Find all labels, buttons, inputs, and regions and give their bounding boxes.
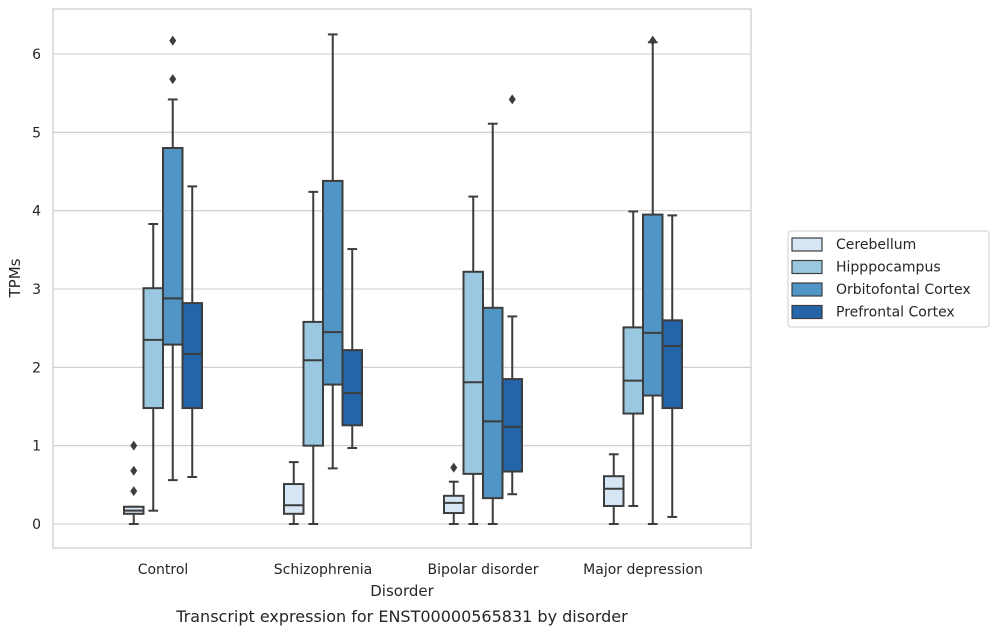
chart-caption: Transcript expression for ENST0000056583… <box>175 607 628 626</box>
y-axis-label: TPMs <box>6 258 24 298</box>
box <box>322 179 344 386</box>
legend: Cerebellum Hipppocampus Orbitofontal Corte… <box>787 230 990 328</box>
box <box>142 287 164 410</box>
series-group <box>162 33 664 525</box>
x-tick-label: Major depression <box>583 562 703 578</box>
box <box>622 326 644 415</box>
y-tick-label: 3 <box>32 282 41 298</box>
box <box>181 302 203 410</box>
box <box>501 378 523 473</box>
outlier-point <box>130 486 138 497</box>
series-group <box>123 440 625 525</box>
box <box>283 483 305 515</box>
series-group <box>142 190 644 525</box>
y-tick-label: 0 <box>32 517 41 533</box>
legend-frame <box>787 230 990 328</box>
legend-swatch <box>791 304 823 320</box>
y-tick-label: 1 <box>32 439 41 455</box>
box <box>482 306 504 500</box>
box <box>162 147 184 346</box>
box <box>302 320 324 447</box>
outlier-point <box>169 74 177 85</box>
box <box>603 475 625 507</box>
box <box>642 213 664 397</box>
x-tick-label: Bipolar disorder <box>427 562 538 578</box>
series-group <box>181 94 683 518</box>
x-tick-label: Schizophrenia <box>274 562 372 578</box>
legend-swatch <box>791 259 823 275</box>
y-tick-label: 5 <box>32 125 41 141</box>
outlier-point <box>169 35 177 46</box>
y-tick-label: 4 <box>32 204 41 220</box>
outlier-point <box>508 94 516 105</box>
outlier-point <box>130 440 138 451</box>
legend-label: Prefrontal Cortex <box>836 305 955 321</box>
outlier-point <box>130 465 138 476</box>
legend-swatch <box>791 282 823 297</box>
legend-label: Cerebellum <box>836 237 916 253</box>
box <box>341 349 363 427</box>
x-tick-label: Control <box>138 562 189 578</box>
box <box>443 494 465 515</box>
outlier-point <box>450 462 458 473</box>
x-axis-label: Disorder <box>370 582 434 600</box>
x-tick-labels: Control Schizophrenia Bipolar disorder Majo… <box>138 562 703 578</box>
legend-label: Hipppocampus <box>836 260 941 276</box>
box <box>661 319 683 410</box>
outlier-point <box>649 35 657 46</box>
legend-label: Orbitofontal Cortex <box>836 282 971 298</box>
box <box>462 270 484 475</box>
y-tick-labels: 0 1 2 3 4 5 6 <box>32 47 41 533</box>
y-tick-label: 6 <box>32 47 41 63</box>
y-tick-label: 2 <box>32 360 41 376</box>
box-series <box>123 33 683 525</box>
legend-swatch <box>791 237 823 252</box>
